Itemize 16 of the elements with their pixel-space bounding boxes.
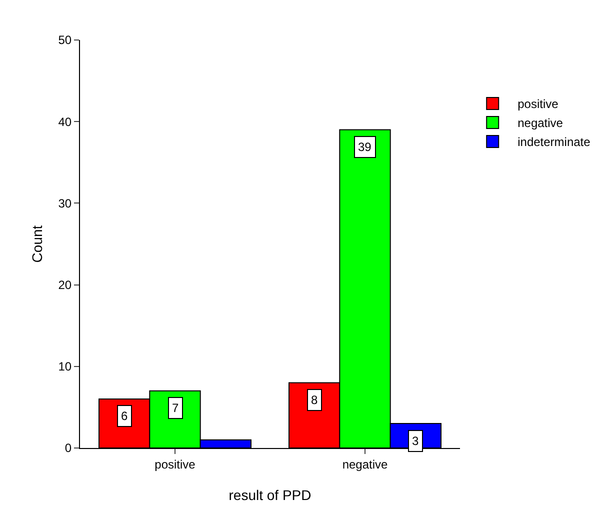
y-tick-label: 40 <box>58 114 72 129</box>
legend-label: indeterminate <box>518 135 591 150</box>
y-tick-label: 20 <box>58 278 72 292</box>
y-tick-label: 50 <box>58 33 72 48</box>
data-label: 8 <box>311 393 318 407</box>
y-axis-title: Count <box>29 225 45 263</box>
legend-label: positive <box>518 97 559 112</box>
data-label: 3 <box>412 434 419 448</box>
y-tick-label: 10 <box>58 360 72 374</box>
data-label: 6 <box>121 409 128 423</box>
legend-label: negative <box>518 116 564 130</box>
y-tick-label: 0 <box>64 441 72 456</box>
data-label: 39 <box>358 140 372 154</box>
x-axis-title: result of PPD <box>228 487 312 503</box>
y-tick-label: 30 <box>58 196 72 210</box>
data-label: 7 <box>172 401 179 415</box>
